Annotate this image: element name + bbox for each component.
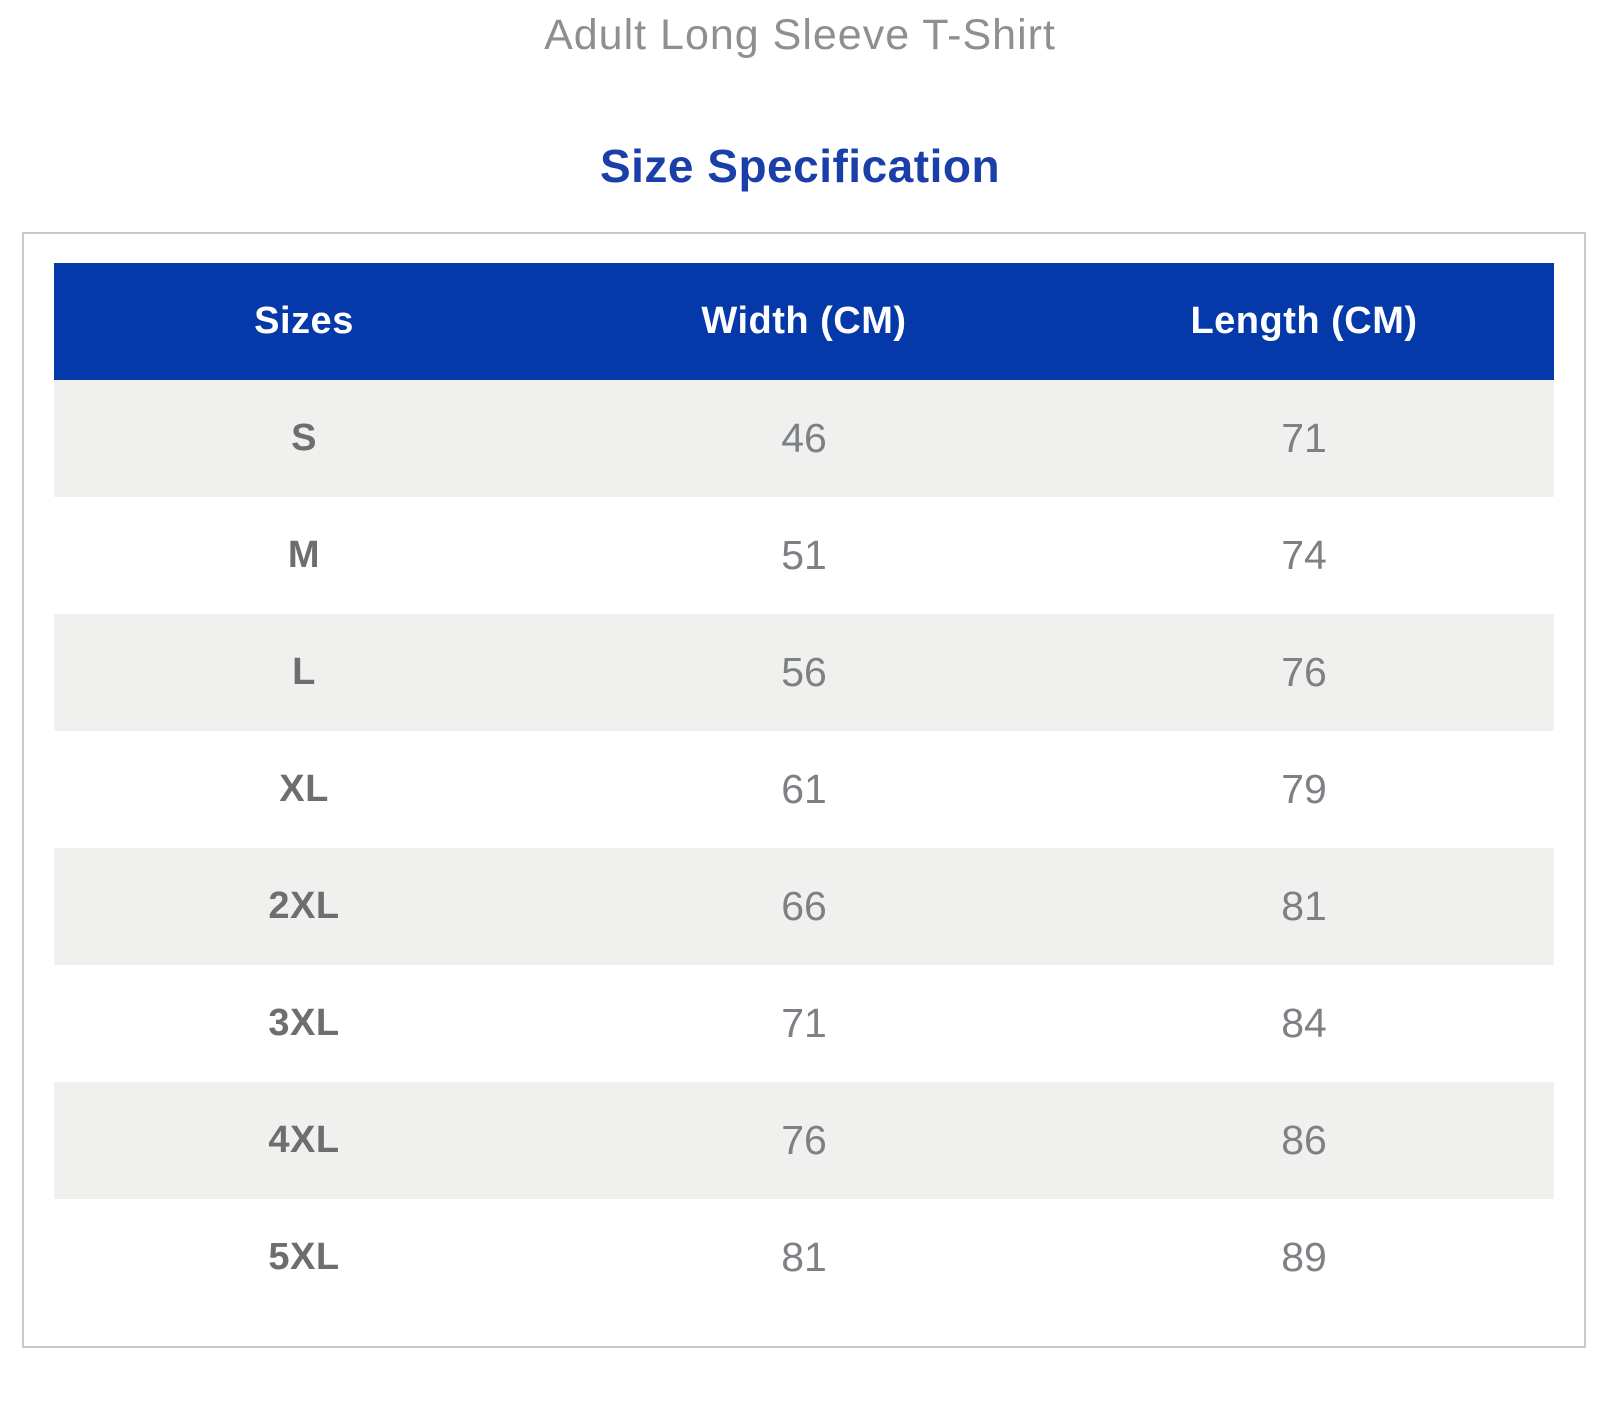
size-chart-body: S 46 71 M 51 74 L 56 76 XL 61 79 2XL 66 81 3XL 71 84 4XL 76… <box>54 380 1554 1317</box>
table-row: 3XL 71 84 <box>54 965 1554 1083</box>
size-cell: XL <box>279 768 329 811</box>
header-width: Width (CM) <box>554 263 1054 381</box>
header-row: Sizes Width (CM) Length (CM) <box>54 263 1554 381</box>
width-cell: 46 <box>781 415 827 462</box>
size-cell: 4XL <box>268 1119 340 1162</box>
header-length: Length (CM) <box>1054 263 1554 381</box>
product-title: Adult Long Sleeve T-Shirt <box>544 11 1056 59</box>
size-cell: L <box>292 651 316 694</box>
table-row: 5XL 81 89 <box>54 1199 1554 1317</box>
width-cell: 76 <box>781 1117 827 1164</box>
table-row: S 46 71 <box>54 380 1554 498</box>
size-chart-table: Sizes Width (CM) Length (CM) S 46 71 M 51 74 L… <box>54 263 1554 1317</box>
length-cell: 81 <box>1281 883 1327 930</box>
width-cell: 81 <box>781 1234 827 1281</box>
width-cell: 51 <box>781 532 827 579</box>
width-cell: 71 <box>781 1000 827 1047</box>
length-cell: 76 <box>1281 649 1327 696</box>
table-row: 2XL 66 81 <box>54 848 1554 966</box>
table-row: XL 61 79 <box>54 731 1554 849</box>
table-row: L 56 76 <box>54 614 1554 732</box>
length-cell: 71 <box>1281 415 1327 462</box>
length-cell: 86 <box>1281 1117 1327 1164</box>
section-title: Size Specification <box>599 139 1001 192</box>
size-chart-panel: Sizes Width (CM) Length (CM) S 46 71 M 51 74 L… <box>22 232 1586 1349</box>
size-chart-header: Sizes Width (CM) Length (CM) <box>54 263 1554 381</box>
length-cell: 84 <box>1281 1000 1327 1047</box>
length-cell: 74 <box>1281 532 1327 579</box>
size-cell: M <box>287 534 321 577</box>
size-cell: 3XL <box>268 1002 340 1045</box>
size-cell: 2XL <box>268 885 340 928</box>
width-cell: 61 <box>781 766 827 813</box>
width-cell: 56 <box>781 649 827 696</box>
table-row: M 51 74 <box>54 497 1554 615</box>
size-cell: S <box>291 417 317 460</box>
table-row: 4XL 76 86 <box>54 1082 1554 1200</box>
size-cell: 5XL <box>268 1236 340 1279</box>
length-cell: 79 <box>1281 766 1327 813</box>
header-sizes: Sizes <box>54 263 554 381</box>
length-cell: 89 <box>1281 1234 1327 1281</box>
width-cell: 66 <box>781 883 827 930</box>
